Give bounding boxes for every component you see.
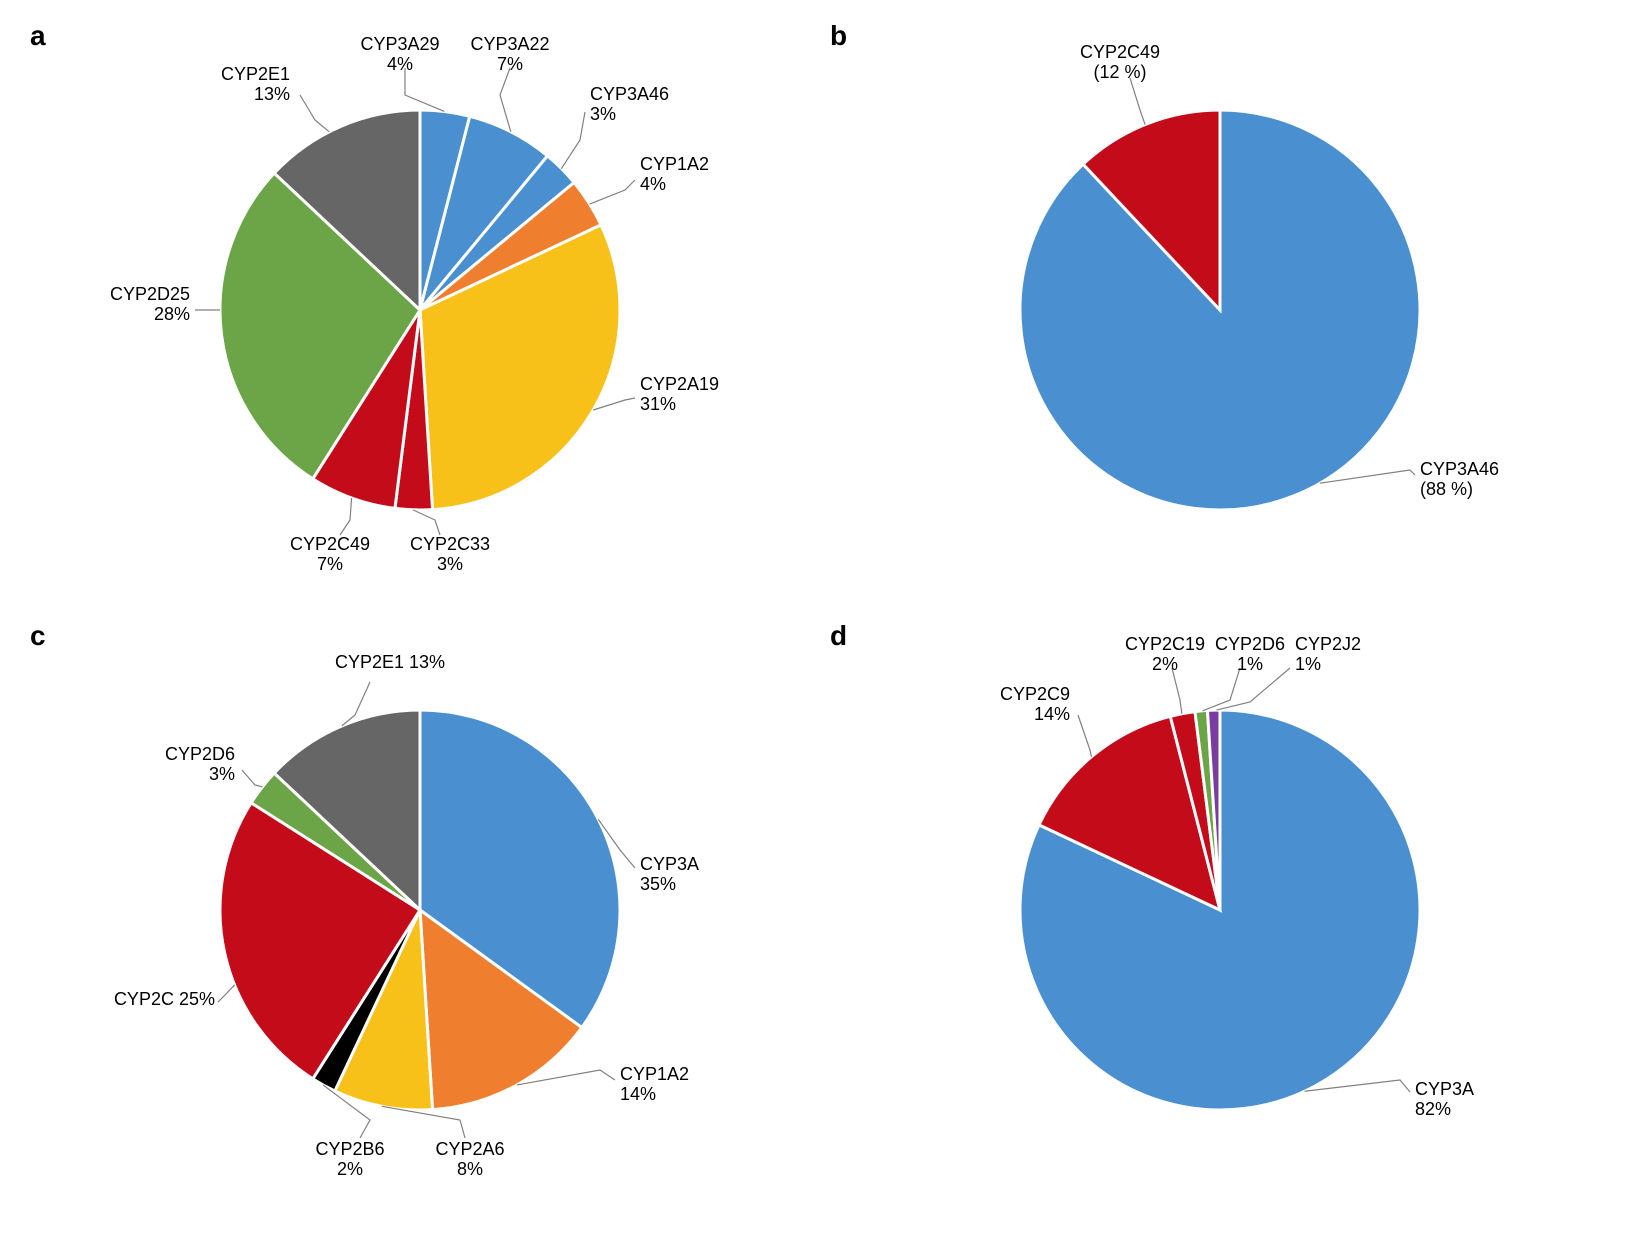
pie-chart-b: CYP3A46(88 %) CYP2C49(12 %) bbox=[820, 20, 1620, 620]
label-CYP2A19: CYP2A1931% bbox=[640, 374, 719, 414]
label-CYP2A6: CYP2A68% bbox=[435, 1139, 504, 1179]
leader-CYP3A29 bbox=[405, 68, 444, 111]
leader-CYP2C49 bbox=[340, 498, 352, 535]
label-CYP2C: CYP2C 25% bbox=[114, 989, 215, 1009]
leader-CYP2D6 bbox=[242, 770, 262, 787]
panel-d-label: d bbox=[830, 620, 847, 652]
label-CYP3A46: CYP3A463% bbox=[590, 84, 669, 124]
label-CYP1A2: CYP1A214% bbox=[620, 1064, 689, 1104]
label-CYP2C9: CYP2C914% bbox=[1000, 684, 1070, 724]
label-CYP1A2: CYP1A24% bbox=[640, 154, 709, 194]
label-CYP3A: CYP3A35% bbox=[640, 854, 699, 894]
leader-CYP1A2 bbox=[590, 180, 635, 204]
leader-CYP2C bbox=[218, 985, 235, 1002]
panel-c-label: c bbox=[30, 620, 46, 652]
panel-b: b CYP3A46(88 %) CYP2C49(12 %) bbox=[820, 20, 1620, 620]
leader-CYP3A22 bbox=[500, 68, 511, 132]
leader-CYP3A46 bbox=[561, 112, 585, 169]
label-CYP2B6: CYP2B62% bbox=[315, 1139, 384, 1179]
label-CYP2D6: CYP2D61% bbox=[1215, 634, 1285, 674]
label-CYP2D6: CYP2D63% bbox=[165, 744, 235, 784]
pie-chart-a: CYP3A294% CYP3A227% CYP3A463% CYP1A24% CYP2A… bbox=[20, 20, 820, 620]
label-CYP2C49: CYP2C49(12 %) bbox=[1080, 42, 1160, 82]
panel-a-label: a bbox=[30, 20, 46, 52]
leader-CYP2E1 bbox=[300, 95, 329, 132]
panel-d: d CYP3A82% CYP2C914% CYP2C192%CYP2D61%CYP2… bbox=[820, 620, 1620, 1220]
label-CYP3A29: CYP3A294% bbox=[360, 34, 439, 74]
panel-b-label: b bbox=[830, 20, 847, 52]
leader-CYP2C49 bbox=[1130, 78, 1145, 125]
label-CYP2E1: CYP2E1 13% bbox=[335, 652, 445, 672]
pie-chart-d: CYP3A82% CYP2C914% CYP2C192%CYP2D61%CYP2J2… bbox=[820, 620, 1620, 1220]
leader-CYP2J2 bbox=[1217, 668, 1290, 710]
label-CYP2E1: CYP2E113% bbox=[221, 64, 290, 104]
label-CYP2J2: CYP2J21% bbox=[1295, 634, 1361, 674]
label-CYP3A46: CYP3A46(88 %) bbox=[1420, 459, 1499, 499]
leader-CYP2C33 bbox=[413, 510, 440, 535]
label-CYP3A22: CYP3A227% bbox=[470, 34, 549, 74]
panel-c: c CYP3A35% CYP1A214% CYP2A68% CYP2B62% CYP2C… bbox=[20, 620, 820, 1220]
label-CYP2D25: CYP2D2528% bbox=[110, 284, 190, 324]
label-CYP2C49: CYP2C497% bbox=[290, 534, 370, 574]
chart-grid: a CYP3A294%CYP3A227%CYP3A463%CYP1A24%CYP… bbox=[20, 20, 1620, 1220]
leader-CYP2C19 bbox=[1172, 668, 1182, 714]
leader-CYP2C9 bbox=[1078, 715, 1091, 757]
leader-CYP2D6 bbox=[1203, 668, 1240, 711]
panel-a: a CYP3A294%CYP3A227%CYP3A463%CYP1A24%CYP… bbox=[20, 20, 820, 620]
label-CYP2C19: CYP2C192% bbox=[1125, 634, 1205, 674]
label-CYP2C33: CYP2C333% bbox=[410, 534, 490, 574]
pie-chart-c: CYP3A35% CYP1A214% CYP2A68% CYP2B62% CYP2C 2… bbox=[20, 620, 820, 1220]
label-CYP3A: CYP3A82% bbox=[1415, 1079, 1474, 1119]
